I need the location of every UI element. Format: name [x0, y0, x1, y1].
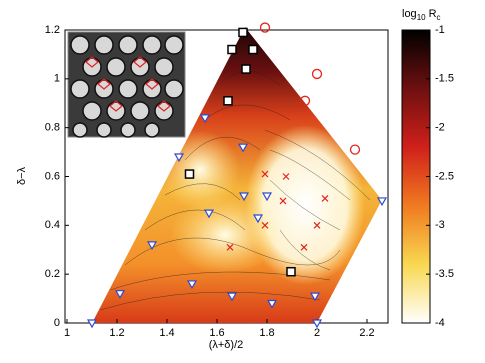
triangle-marker	[311, 319, 323, 329]
circle-marker	[299, 95, 311, 106]
colorbar-tick-label: -2.5	[435, 170, 454, 182]
y-tick-label: 0.4	[45, 219, 60, 231]
circle-marker	[311, 68, 323, 80]
triangle-marker	[226, 292, 238, 302]
cross-marker	[226, 243, 234, 251]
triangle-marker	[86, 319, 98, 329]
y-tick-label: 1	[54, 73, 60, 85]
square-marker	[248, 44, 258, 55]
x-tick-label: 1.4	[159, 327, 174, 339]
triangle-marker	[261, 192, 273, 202]
cross-marker	[300, 243, 308, 251]
triangle-marker	[252, 214, 264, 224]
triangle-marker	[237, 143, 249, 153]
colorbar-tick-label: -1.5	[435, 73, 454, 85]
circle-marker	[349, 144, 361, 155]
contour-field	[92, 27, 382, 323]
cross-marker	[261, 221, 269, 229]
colorbar-label: log10 Rc	[402, 8, 441, 22]
triangle-marker	[186, 280, 198, 290]
plot-area	[64, 27, 389, 324]
y-tick-label: 0.8	[45, 122, 60, 134]
triangle-marker	[114, 290, 126, 299]
colorbar-tick-label: -3.5	[435, 268, 454, 280]
circle-marker	[259, 22, 271, 33]
triangle-marker	[146, 241, 158, 251]
cross-marker	[261, 170, 269, 178]
y-axis-label: δ−λ	[16, 166, 28, 185]
square-marker	[286, 266, 296, 277]
inset-image	[67, 31, 186, 138]
square-marker	[238, 27, 248, 38]
colorbar-tick-label: -3	[435, 219, 445, 231]
x-tick-label: 1.8	[259, 327, 274, 339]
square-marker	[241, 64, 251, 74]
y-tick-label: 0.2	[45, 268, 60, 280]
x-tick-label: 2.2	[359, 327, 374, 339]
y-tick-label: 1.2	[45, 24, 60, 36]
colorbar-tick-label: -1	[435, 24, 445, 36]
triangle-marker	[199, 114, 211, 124]
square-marker	[184, 169, 195, 179]
x-tick-label: 2	[314, 327, 320, 339]
colorbar-tick-label: -2	[435, 122, 445, 134]
triangle-marker	[238, 192, 250, 202]
triangle-marker	[309, 292, 321, 302]
y-tick-label: 0.6	[45, 170, 60, 182]
colorbar	[401, 29, 431, 324]
x-tick-label: 1	[64, 327, 70, 339]
square-marker	[227, 44, 237, 55]
x-tick-label: 1.2	[109, 327, 124, 339]
cross-marker	[279, 197, 287, 205]
cross-marker	[313, 221, 321, 229]
cross-marker	[321, 195, 329, 202]
square-marker	[223, 96, 233, 106]
triangle-marker	[203, 209, 215, 219]
x-axis-label: (λ+δ)/2	[209, 339, 244, 351]
triangle-marker	[173, 153, 185, 163]
colorbar-tick-label: -4	[435, 317, 445, 329]
triangle-marker	[266, 299, 278, 309]
x-tick-label: 1.6	[209, 327, 224, 339]
triangle-marker	[376, 197, 388, 207]
cross-marker	[282, 173, 290, 180]
y-tick-label: 0	[54, 317, 60, 329]
